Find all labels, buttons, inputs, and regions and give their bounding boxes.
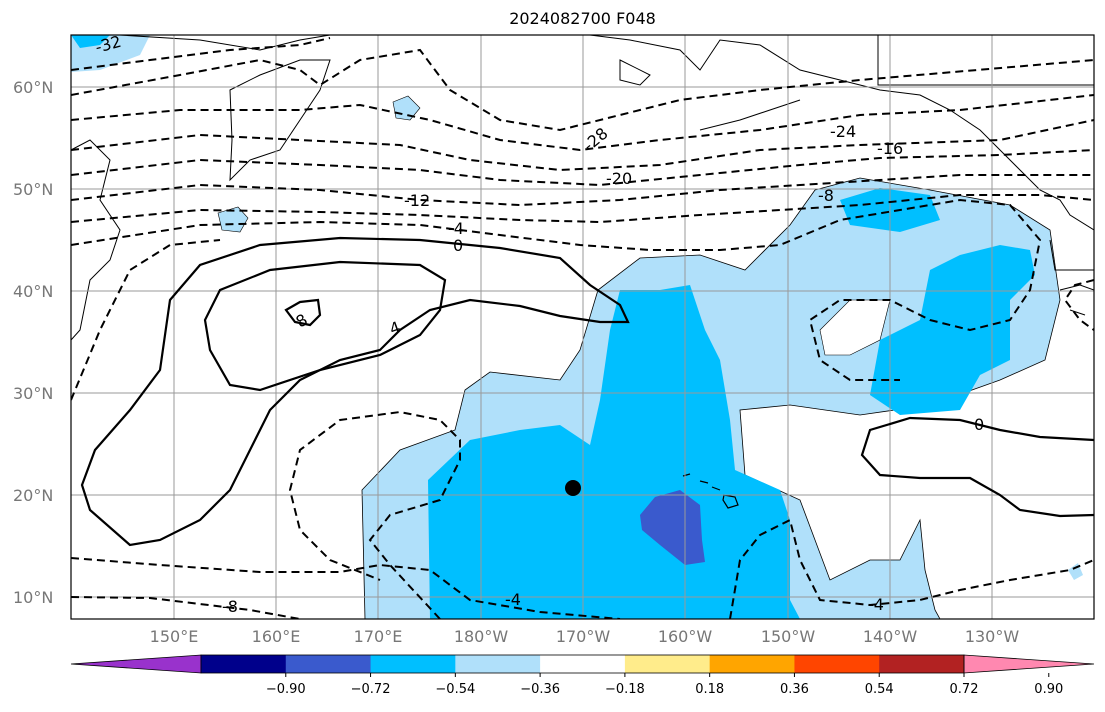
colorbar-segment [201,655,287,673]
contour-label: -16 [877,139,903,158]
contour-label: -12 [404,191,430,210]
colorbar-tick-label: −0.72 [351,682,391,697]
map-frame [70,34,1095,620]
colorbar-tick-label: 0.18 [695,682,724,697]
longitude-labels: 150°E 160°E 170°E 180°W 170°W 160°W 150°… [150,627,1020,646]
map-area: -32 -28 -24 -20 -16 -12 -8 -4 0 4 8 0 -8… [71,32,1094,619]
colorbar-segment [794,655,880,673]
lon-label: 150°W [761,627,816,646]
lat-label: 50°N [13,180,53,199]
colorbar-tick-label: −0.36 [520,682,560,697]
graticule [71,35,1094,619]
colorbar-segment [455,655,541,673]
lat-label: 60°N [13,78,53,97]
coastlines [71,35,1094,341]
positive-contours [80,236,1094,547]
colorbar-tick-label: −0.54 [435,682,475,697]
contour-label: -4 [868,595,884,614]
lon-label: 170°W [556,627,611,646]
contour-label: -4 [505,590,521,609]
colorbar-extend-low [70,654,202,674]
contour-label: 0 [974,415,984,434]
colorbar: −0.90 −0.72 −0.54 −0.36 −0.18 0.18 0.36 0.54 0.7… [70,654,1095,697]
contour-label: 0 [453,236,463,255]
colorbar-segment [709,655,795,673]
lon-label: 140°W [863,627,918,646]
contour-label: -8 [818,186,834,205]
hawaii-islands [682,473,739,509]
lon-label: 160°E [252,627,301,646]
colorbar-frame [200,654,965,674]
contour-label: -32 [93,32,123,57]
negative-contours [71,37,1094,619]
latitude-labels: 60°N 50°N 40°N 30°N 20°N 10°N [13,78,53,607]
lat-label: 20°N [13,486,53,505]
lon-label: 180°W [454,627,509,646]
lon-label: 150°E [150,627,199,646]
lon-label: 160°W [658,627,713,646]
colorbar-tick-label: 0.72 [950,682,979,697]
colorbar-segment [285,655,372,673]
map-title: 2024082700 F048 [509,9,656,28]
colorbar-segment [370,655,456,673]
colorbar-segment [540,655,626,673]
contour-label: -24 [830,122,856,141]
colorbar-tick-label: 0.90 [1034,682,1063,697]
lat-label: 30°N [13,384,53,403]
colorbar-extend-high [963,654,1095,674]
colorbar-tick-label: −0.18 [605,682,645,697]
shading-blue [428,285,800,619]
colorbar-segment [879,655,965,673]
lat-label: 10°N [13,588,53,607]
colorbar-tick-label: −0.90 [266,682,306,697]
storm-center-dot [565,480,581,496]
contour-label: -20 [606,169,632,188]
colorbar-tick-label: 0.36 [780,682,809,697]
contour-label: -4 [448,219,464,238]
colorbar-segment [624,655,711,673]
shading-dark-blue [640,490,705,565]
colorbar-tick-label: 0.54 [865,682,894,697]
lat-label: 40°N [13,282,53,301]
lon-label: 130°W [965,627,1020,646]
lon-label: 170°E [354,627,403,646]
contour-label: -8 [222,597,238,616]
